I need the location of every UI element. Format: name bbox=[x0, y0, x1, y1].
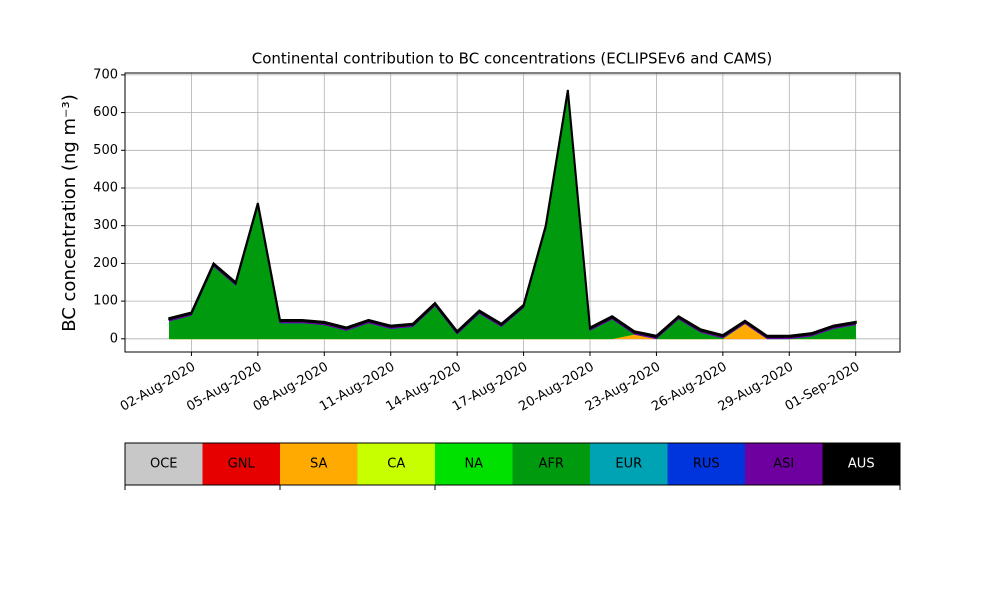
legend-swatch bbox=[745, 443, 823, 485]
y-tick-label: 500 bbox=[93, 143, 118, 158]
legend-swatch bbox=[357, 443, 436, 485]
area-afr bbox=[169, 92, 856, 340]
legend-label: AFR bbox=[539, 457, 564, 472]
legend-swatch bbox=[125, 443, 203, 485]
legend-label: SA bbox=[310, 457, 327, 472]
legend-label: EUR bbox=[615, 457, 642, 472]
legend-label: NA bbox=[464, 457, 483, 472]
legend-label: AUS bbox=[848, 457, 875, 472]
legend-swatch bbox=[280, 443, 358, 485]
y-tick-label: 400 bbox=[93, 180, 118, 195]
legend-label: CA bbox=[387, 457, 405, 472]
y-tick-label: 200 bbox=[93, 256, 118, 271]
y-axis-label: BC concentration (ng m⁻³) bbox=[59, 94, 80, 332]
y-tick-label: 0 bbox=[110, 331, 118, 346]
legend-label: RUS bbox=[693, 457, 720, 472]
legend-frame bbox=[124, 442, 901, 486]
legend-swatch bbox=[512, 443, 591, 485]
y-tick-label: 700 bbox=[93, 67, 118, 82]
legend-swatch bbox=[202, 443, 281, 485]
x-tick-label: 01-Sep-2020 bbox=[783, 360, 863, 415]
legend-swatch bbox=[822, 443, 901, 485]
legend-swatch bbox=[435, 443, 513, 485]
plot-frame bbox=[124, 72, 901, 353]
chart-title: Continental contribution to BC concentra… bbox=[252, 50, 773, 68]
legend-label: ASI bbox=[773, 457, 794, 472]
legend-label: GNL bbox=[228, 457, 256, 472]
legend-label: OCE bbox=[150, 457, 178, 472]
y-tick-label: 100 bbox=[93, 294, 118, 309]
x-tick-label: 29-Aug-2020 bbox=[716, 360, 796, 415]
y-tick-label: 600 bbox=[93, 105, 118, 120]
legend-swatch bbox=[667, 443, 746, 485]
area-aus bbox=[168, 89, 857, 338]
legend-swatch bbox=[590, 443, 668, 485]
y-tick-label: 300 bbox=[93, 218, 118, 233]
